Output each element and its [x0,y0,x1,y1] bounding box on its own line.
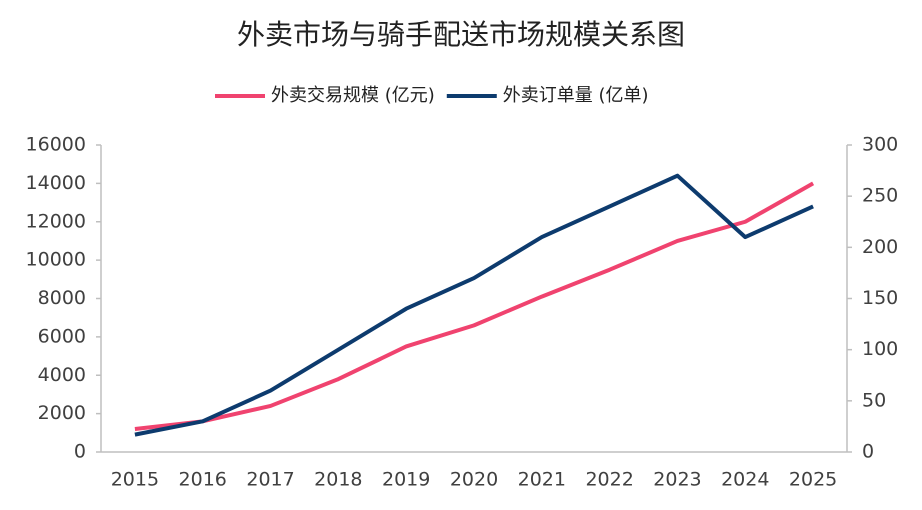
y-tick-label: 0 [74,441,86,463]
x-tick-label: 2015 [111,469,159,491]
x-tick-label: 2022 [585,469,633,491]
legend-label: 外卖订单量 (亿单) [503,85,649,106]
y2-tick-label: 50 [862,389,886,411]
series-line [134,181,815,431]
y-tick-label: 4000 [38,364,86,386]
y-tick-label: 14000 [26,172,86,194]
x-tick-label: 2019 [382,469,430,491]
y2-tick-label: 150 [862,287,898,309]
series-line [134,173,814,437]
chart-title: 外卖市场与骑手配送市场规模关系图 [237,18,685,51]
x-tick-label: 2024 [721,469,769,491]
y2-tick-label: 300 [862,134,898,156]
y-tick-label: 12000 [26,210,86,232]
y-tick-label: 2000 [38,402,86,424]
y-tick-label: 16000 [26,134,86,156]
y2-tick-label: 100 [862,338,898,360]
x-tick-label: 2021 [518,469,566,491]
x-tick-label: 2017 [246,469,294,491]
y2-tick-label: 200 [862,236,898,258]
x-tick-label: 2025 [789,469,837,491]
x-tick-label: 2023 [653,469,701,491]
y-tick-label: 6000 [38,325,86,347]
legend-label: 外卖交易规模 (亿元) [271,85,435,106]
y-tick-label: 10000 [26,249,86,271]
y-tick-label: 8000 [38,287,86,309]
legend: 外卖交易规模 (亿元) 外卖订单量 (亿单) [215,85,649,106]
y2-tick-label: 0 [862,441,874,463]
y2-tick-label: 250 [862,185,898,207]
x-tick-label: 2020 [450,469,498,491]
x-tick-label: 2018 [314,469,362,491]
x-tick-label: 2016 [179,469,227,491]
